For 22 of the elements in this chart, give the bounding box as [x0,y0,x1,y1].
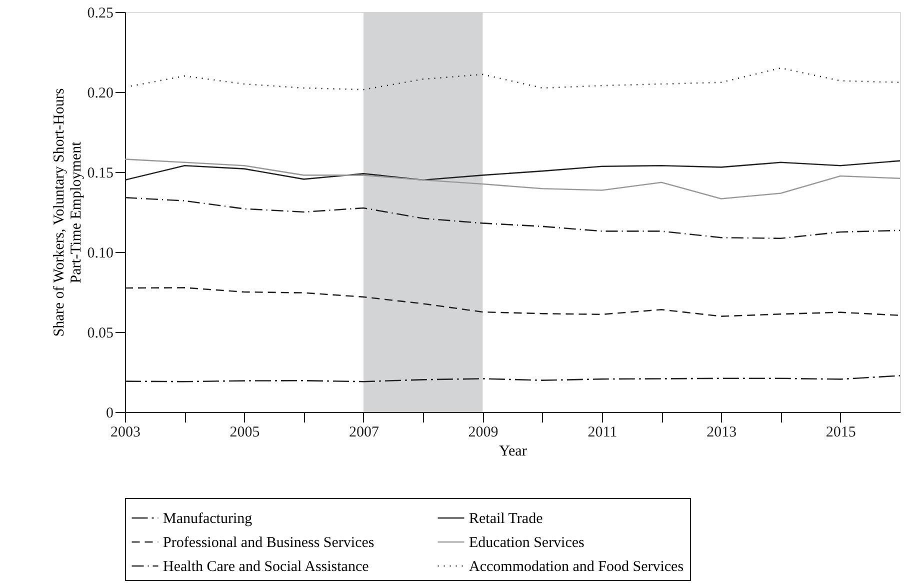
x-tick-label: 2005 [230,424,260,440]
y-tick-label: 0.10 [87,246,114,262]
x-tick-label: 2007 [348,424,380,440]
x-axis-title: Year [499,444,527,460]
y-tick-label: 0.25 [87,6,114,22]
x-tick-label: 2013 [706,424,737,440]
legend-label: Health Care and Social Assistance [163,559,370,575]
legend-label: Accommodation and Food Services [469,559,684,575]
y-tick-label: 0.05 [87,326,114,342]
x-tick-label: 2009 [468,424,498,440]
legend-label: Retail Trade [469,511,544,527]
legend-label: Manufacturing [163,511,253,527]
x-tick-label: 2003 [110,424,140,440]
y-axis-title: Share of Workers, Voluntary Short-Hours Part-Time Employment [51,88,84,337]
x-tick-label: 2015 [826,424,856,440]
y-tick-label: 0.15 [87,166,114,182]
legend-label: Professional and Business Services [163,535,374,551]
legend-label: Education Services [469,535,585,551]
y-tick-label: 0.20 [87,86,114,102]
x-tick-label: 2011 [588,424,618,440]
line-series [125,158,900,200]
y-tick-label: 0 [106,406,114,422]
